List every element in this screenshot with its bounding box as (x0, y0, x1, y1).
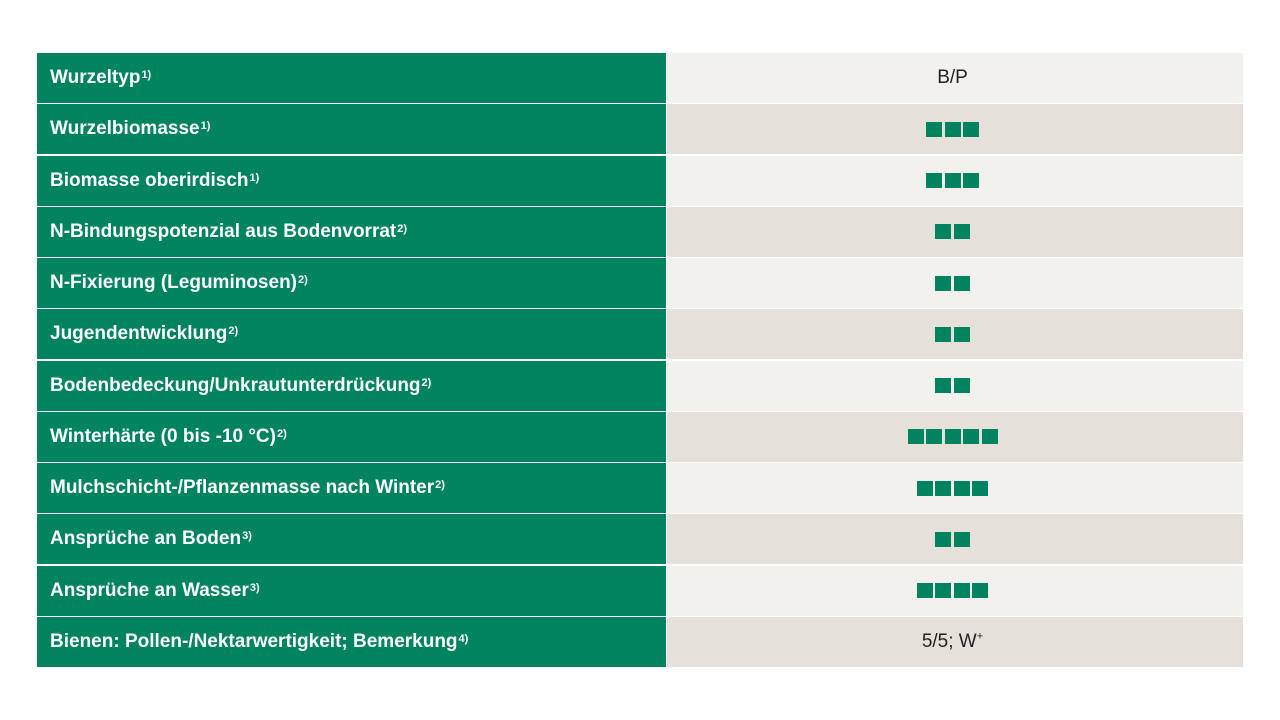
rating-square (981, 429, 998, 445)
table-row: Ansprüche an Boden 3) (37, 514, 1243, 565)
rating-square (926, 429, 942, 445)
rating-square (944, 429, 961, 445)
row-label: Jugendentwicklung 2) (37, 309, 666, 360)
row-value: 5/5; W+ (667, 616, 1243, 667)
rating-squares (935, 378, 970, 393)
rating-squares (926, 173, 979, 188)
rating-square (935, 224, 952, 240)
row-label: Winterhärte (0 bis -10 °C) 2) (37, 411, 666, 462)
rating-square (953, 224, 970, 240)
rating-square (953, 531, 970, 547)
row-label: Ansprüche an Wasser 3) (37, 565, 666, 616)
table-row: Jugendentwicklung 2) (37, 309, 1243, 360)
rating-square (963, 121, 979, 137)
rating-square (935, 326, 952, 342)
rating-square (972, 480, 989, 496)
row-value (667, 565, 1243, 616)
table-row: Wurzelbiomasse 1) (37, 104, 1243, 155)
table-row: Biomasse oberirdisch 1) (37, 155, 1243, 206)
rating-square (953, 583, 970, 598)
row-label: Wurzelbiomasse 1) (37, 104, 666, 155)
row-label: Biomasse oberirdisch 1) (37, 155, 666, 206)
table-row: Wurzeltyp 1) B/P (37, 53, 1243, 103)
rating-squares (926, 121, 979, 137)
row-label: N-Fixierung (Leguminosen) 2) (37, 258, 666, 308)
row-value (667, 104, 1243, 155)
rating-square (935, 275, 952, 291)
row-label: Wurzeltyp 1) (37, 53, 666, 103)
value-text: B/P (937, 67, 968, 88)
row-value (667, 155, 1243, 206)
table-row: Bodenbedeckung/Unkrautunterdrückung 2) (37, 360, 1243, 411)
rating-square (953, 275, 970, 291)
rating-squares (935, 275, 970, 291)
row-value (667, 360, 1243, 411)
table-row: Ansprüche an Wasser 3) (37, 565, 1243, 616)
rating-square (944, 173, 961, 188)
rating-square (926, 173, 942, 188)
rating-square (963, 429, 979, 445)
rating-square (963, 173, 979, 188)
table-row: Mulchschicht-/Pflanzenmasse nach Winter 2… (37, 463, 1243, 513)
table-row: Winterhärte (0 bis -10 °C) 2) (37, 411, 1243, 462)
properties-table: Wurzeltyp 1) B/P Wurzelbiomasse 1) Biomass… (37, 53, 1243, 667)
rating-square (926, 121, 942, 137)
rating-squares (907, 429, 998, 445)
row-label: Mulchschicht-/Pflanzenmasse nach Winter 2… (37, 463, 666, 513)
rating-square (972, 583, 989, 598)
rating-square (953, 378, 970, 393)
rating-squares (916, 480, 989, 496)
row-value (667, 206, 1243, 257)
row-label: Bienen: Pollen-/Nektarwertigkeit; Bemerk… (37, 616, 666, 667)
rating-square (935, 378, 952, 393)
value-text: 5/5; W+ (921, 630, 984, 652)
table-row: N-Fixierung (Leguminosen) 2) (37, 258, 1243, 308)
rating-squares (935, 326, 970, 342)
table-row: N-Bindungspotenzial aus Bodenvorrat 2) (37, 206, 1243, 257)
table-row: Bienen: Pollen-/Nektarwertigkeit; Bemerk… (37, 616, 1243, 667)
rating-square (935, 480, 952, 496)
row-value (667, 258, 1243, 308)
rating-squares (916, 583, 989, 598)
rating-square (953, 326, 970, 342)
row-label: Bodenbedeckung/Unkrautunterdrückung 2) (37, 360, 666, 411)
row-value (667, 514, 1243, 565)
rating-square (953, 480, 970, 496)
rating-square (916, 480, 933, 496)
row-value: B/P (667, 53, 1243, 103)
row-label: N-Bindungspotenzial aus Bodenvorrat 2) (37, 206, 666, 257)
row-label: Ansprüche an Boden 3) (37, 514, 666, 565)
rating-square (916, 583, 933, 598)
row-value (667, 463, 1243, 513)
rating-square (944, 121, 961, 137)
rating-square (935, 531, 952, 547)
rating-square (935, 583, 952, 598)
row-value (667, 411, 1243, 462)
rating-squares (935, 531, 970, 547)
rating-squares (935, 224, 970, 240)
row-value (667, 309, 1243, 360)
rating-square (907, 429, 924, 445)
